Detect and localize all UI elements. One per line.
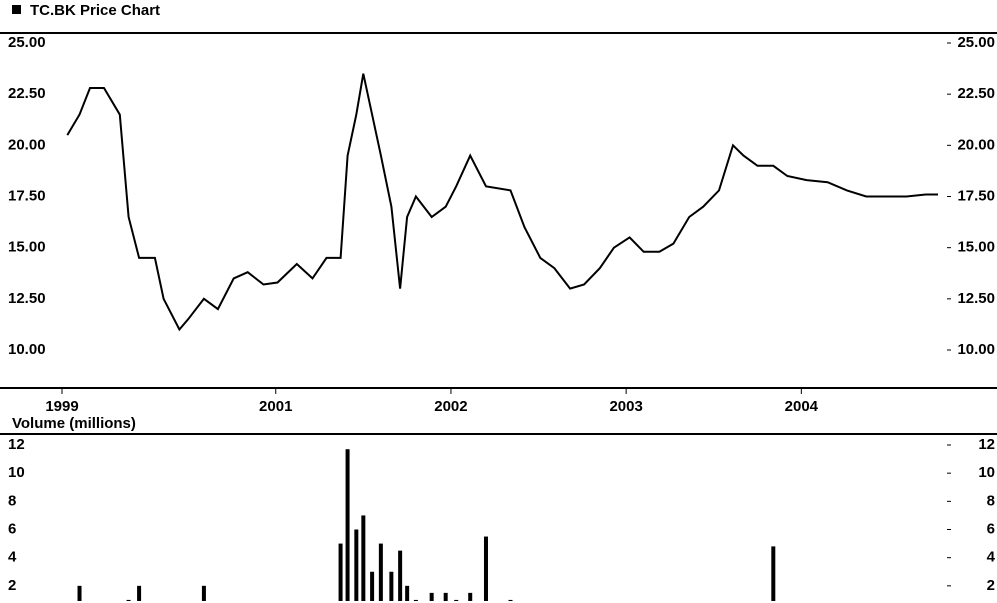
y2-tick-label: 22.50	[957, 85, 995, 102]
x-tick-label: 2004	[785, 398, 819, 415]
y-tick-label: 17.50	[8, 187, 46, 204]
y-tick-label: 4	[8, 549, 17, 566]
y-tick-label: 2	[8, 577, 16, 594]
y2-tick-label: 15.00	[957, 239, 995, 256]
volume-bar	[370, 571, 375, 601]
y2-tick-label: 17.50	[957, 187, 995, 204]
volume-bar	[405, 585, 410, 601]
volume-bar	[454, 599, 459, 601]
volume-title: Volume (millions)	[12, 415, 136, 432]
y2-tick-label: 6	[987, 520, 995, 537]
volume-bar	[77, 585, 82, 601]
y-tick-label: 20.00	[8, 136, 46, 153]
y-tick-label: 6	[8, 520, 16, 537]
y2-tick-label: 20.00	[957, 136, 995, 153]
y-tick-label: 25.00	[8, 34, 46, 51]
volume-bar	[443, 592, 448, 601]
x-tick-label: 1999	[45, 398, 78, 415]
x-tick-label: 2001	[259, 398, 292, 415]
volume-bar	[771, 546, 776, 601]
title-icon	[12, 5, 21, 14]
volume-bar	[345, 449, 350, 601]
y-tick-label: 12	[8, 436, 25, 453]
x-tick-label: 2002	[434, 398, 467, 415]
y-tick-label: 8	[8, 492, 16, 509]
x-tick-label: 2003	[609, 398, 642, 415]
volume-bar	[126, 599, 131, 601]
volume-bar	[137, 585, 142, 601]
y2-tick-label: 25.00	[957, 34, 995, 51]
chart-title: TC.BK Price Chart	[30, 2, 160, 19]
volume-bar	[389, 571, 394, 601]
volume-bar	[361, 515, 366, 601]
y2-tick-label: 8	[987, 492, 995, 509]
volume-bar	[378, 543, 383, 601]
volume-bar	[483, 536, 488, 601]
volume-bar	[338, 543, 343, 601]
volume-bar	[413, 599, 418, 601]
y2-tick-label: 10.00	[957, 341, 995, 358]
y-tick-label: 10	[8, 464, 25, 481]
y-tick-label: 15.00	[8, 239, 46, 256]
volume-bar	[201, 585, 206, 601]
y-tick-label: 10.00	[8, 341, 46, 358]
y2-tick-label: 12	[978, 436, 995, 453]
volume-bar	[508, 599, 513, 601]
volume-bar	[429, 592, 434, 601]
volume-bar	[398, 550, 403, 601]
price-line	[66, 73, 938, 332]
y-tick-label: 22.50	[8, 85, 46, 102]
y-tick-label: 12.50	[8, 290, 46, 307]
volume-bar	[468, 592, 473, 601]
y2-tick-label: 4	[987, 549, 996, 566]
y2-tick-label: 2	[987, 577, 995, 594]
volume-bar	[354, 529, 359, 601]
y2-tick-label: 10	[978, 464, 995, 481]
y2-tick-label: 12.50	[957, 290, 995, 307]
